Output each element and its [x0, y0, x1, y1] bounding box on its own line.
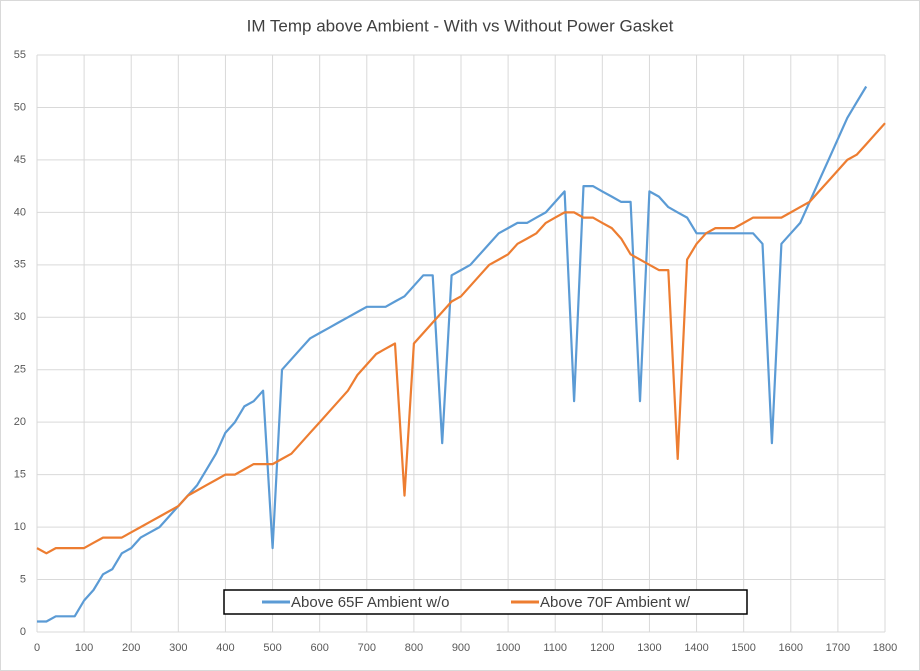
y-tick-label: 30: [14, 311, 26, 323]
x-tick-label: 1600: [779, 642, 803, 654]
y-tick-label: 25: [14, 364, 26, 376]
series-line: [37, 85, 868, 623]
x-tick-label: 900: [452, 642, 470, 654]
x-tick-label: 1300: [637, 642, 661, 654]
x-tick-label: 1100: [543, 642, 567, 654]
x-tick-label: 1700: [826, 642, 850, 654]
y-tick-label: 40: [14, 206, 26, 218]
x-tick-label: 1800: [873, 642, 897, 654]
chart-title: IM Temp above Ambient - With vs Without …: [247, 16, 674, 35]
y-tick-label: 50: [14, 101, 26, 113]
y-tick-label: 20: [14, 416, 26, 428]
legend-label: Above 70F Ambient w/: [540, 594, 691, 611]
x-tick-label: 200: [122, 642, 140, 654]
y-tick-label: 35: [14, 259, 26, 271]
y-tick-label: 0: [20, 626, 26, 638]
y-tick-label: 55: [14, 49, 26, 61]
x-tick-label: 400: [216, 642, 234, 654]
x-tick-label: 500: [263, 642, 281, 654]
x-tick-label: 800: [405, 642, 423, 654]
x-tick-label: 1200: [590, 642, 614, 654]
legend-box: [223, 589, 748, 615]
x-tick-label: 1000: [496, 642, 520, 654]
y-tick-label: 5: [20, 573, 26, 585]
x-tick-label: 1400: [684, 642, 708, 654]
x-tick-label: 1500: [731, 642, 755, 654]
x-tick-label: 0: [34, 642, 40, 654]
y-tick-label: 45: [14, 154, 26, 166]
x-tick-label: 300: [169, 642, 187, 654]
y-tick-label: 15: [14, 469, 26, 481]
y-tick-label: 10: [14, 521, 26, 533]
legend-label: Above 65F Ambient w/o: [291, 594, 449, 611]
x-tick-label: 100: [75, 642, 93, 654]
x-tick-label: 600: [310, 642, 328, 654]
x-tick-label: 700: [358, 642, 376, 654]
series-line: [36, 122, 886, 555]
